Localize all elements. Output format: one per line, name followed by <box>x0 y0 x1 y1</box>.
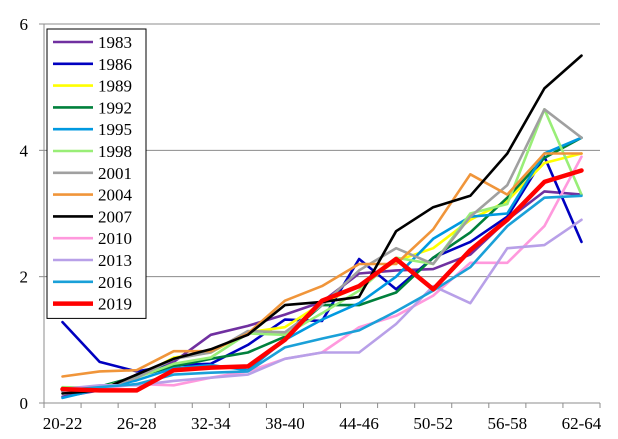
series-lines <box>60 54 584 400</box>
y-tick-label: 0 <box>20 394 29 413</box>
axes <box>39 23 601 408</box>
legend: 1983 1986 1989 1992 1995 1998 2001 2004 2007 2010… <box>46 28 147 319</box>
legend-label-2019: 2019 <box>98 295 132 314</box>
x-tick-labels: 20-22 26-28 32-34 38-40 44-46 50-52 56-58 62-64 <box>43 414 602 433</box>
y-tick-label: 4 <box>20 141 29 160</box>
legend-label-2007: 2007 <box>98 207 133 226</box>
legend-label-1998: 1998 <box>98 142 132 161</box>
x-tick-label: 20-22 <box>43 414 83 433</box>
x-tick-label: 26-28 <box>117 414 157 433</box>
y-tick-label: 6 <box>20 15 29 34</box>
legend-label-2010: 2010 <box>98 229 132 248</box>
series-line-2019 <box>60 168 584 393</box>
x-tick-label: 44-46 <box>339 414 379 433</box>
x-tick-label: 32-34 <box>191 414 231 433</box>
series-line-2004 <box>61 152 583 378</box>
legend-label-2013: 2013 <box>98 251 132 270</box>
series-line-1995 <box>61 136 583 400</box>
x-tick-label: 62-64 <box>562 414 602 433</box>
legend-label-1992: 1992 <box>98 98 132 117</box>
series-line-1998 <box>61 108 583 390</box>
legend-label-1986: 1986 <box>98 55 132 74</box>
legend-label-2016: 2016 <box>98 273 132 292</box>
x-tick-label: 38-40 <box>265 414 305 433</box>
y-tick-labels: 0 2 4 6 <box>20 15 29 413</box>
legend-label-1983: 1983 <box>98 33 132 52</box>
legend-label-1989: 1989 <box>98 77 132 96</box>
series-line-2016 <box>61 194 583 392</box>
x-tick-label: 56-58 <box>487 414 527 433</box>
legend-label-1995: 1995 <box>98 120 132 139</box>
series-line-2001 <box>61 108 583 393</box>
legend-label-2001: 2001 <box>98 164 132 183</box>
x-tick-label: 50-52 <box>413 414 453 433</box>
y-tick-label: 2 <box>20 268 29 287</box>
legend-label-2004: 2004 <box>98 186 133 205</box>
